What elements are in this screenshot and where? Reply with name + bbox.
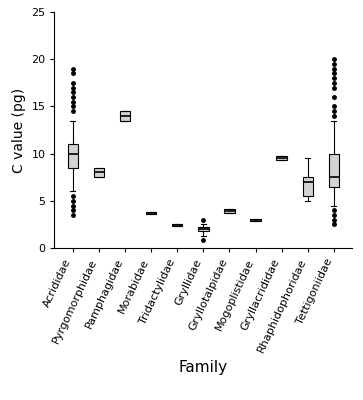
X-axis label: Family: Family bbox=[179, 360, 228, 374]
PathPatch shape bbox=[250, 219, 261, 221]
PathPatch shape bbox=[146, 212, 156, 214]
PathPatch shape bbox=[302, 177, 313, 196]
PathPatch shape bbox=[329, 154, 339, 187]
PathPatch shape bbox=[68, 144, 78, 168]
PathPatch shape bbox=[94, 168, 104, 177]
PathPatch shape bbox=[224, 209, 234, 213]
Y-axis label: C value (pg): C value (pg) bbox=[12, 88, 26, 172]
PathPatch shape bbox=[198, 227, 208, 231]
PathPatch shape bbox=[120, 111, 130, 120]
PathPatch shape bbox=[276, 156, 287, 160]
PathPatch shape bbox=[172, 224, 182, 226]
